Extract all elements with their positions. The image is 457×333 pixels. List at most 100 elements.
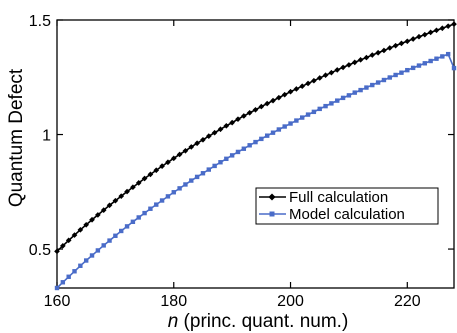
data-point bbox=[293, 86, 300, 92]
data-point bbox=[364, 85, 369, 90]
data-point bbox=[154, 202, 159, 207]
data-point bbox=[410, 36, 416, 42]
data-point bbox=[189, 178, 194, 183]
series-line bbox=[56, 53, 455, 289]
data-point bbox=[299, 83, 306, 90]
data-point bbox=[130, 219, 136, 225]
data-point bbox=[194, 140, 200, 147]
data-point bbox=[100, 207, 107, 213]
data-point bbox=[119, 228, 124, 234]
data-point bbox=[445, 51, 451, 57]
data-point bbox=[65, 237, 72, 244]
data-point bbox=[335, 98, 340, 103]
legend-label-full: Full calculation bbox=[289, 189, 388, 206]
data-point bbox=[147, 171, 154, 178]
legend-marker-model bbox=[269, 211, 275, 217]
data-point bbox=[316, 75, 323, 81]
data-point bbox=[393, 72, 398, 78]
data-point bbox=[398, 40, 405, 47]
data-point bbox=[322, 72, 329, 79]
data-point bbox=[212, 163, 217, 169]
data-point bbox=[351, 59, 358, 66]
data-point bbox=[281, 91, 288, 98]
data-point bbox=[392, 42, 399, 49]
data-point bbox=[200, 171, 206, 176]
data-point bbox=[329, 101, 334, 106]
data-point bbox=[386, 45, 393, 51]
data-point bbox=[259, 136, 264, 142]
legend: Full calculation Model calculation bbox=[255, 187, 439, 225]
data-point bbox=[194, 174, 200, 180]
data-point bbox=[421, 31, 428, 38]
data-point bbox=[410, 65, 416, 71]
data-point bbox=[405, 67, 410, 73]
data-point bbox=[276, 127, 282, 132]
data-point bbox=[264, 100, 271, 107]
data-point bbox=[282, 124, 287, 129]
data-point bbox=[276, 94, 282, 101]
data-point bbox=[399, 70, 404, 75]
data-point bbox=[440, 54, 445, 59]
data-point bbox=[223, 122, 230, 129]
data-point bbox=[451, 21, 457, 27]
legend-box bbox=[255, 187, 439, 225]
data-point bbox=[294, 118, 299, 123]
data-point bbox=[311, 109, 317, 115]
data-point bbox=[370, 82, 375, 88]
data-point bbox=[60, 280, 66, 285]
data-point bbox=[311, 77, 317, 84]
data-point bbox=[165, 194, 171, 199]
data-point bbox=[235, 116, 241, 123]
data-point bbox=[247, 143, 252, 148]
data-point bbox=[141, 175, 148, 182]
data-point bbox=[89, 253, 95, 258]
data-point bbox=[240, 113, 247, 119]
y-tick-label: 1.5 bbox=[29, 13, 51, 30]
data-point bbox=[72, 269, 77, 274]
series-1 bbox=[54, 51, 457, 291]
data-point bbox=[451, 65, 457, 71]
x-axis-title: n (princ. quant. num.) bbox=[168, 311, 349, 332]
data-point bbox=[346, 62, 352, 68]
data-point bbox=[118, 193, 125, 199]
data-point bbox=[124, 224, 130, 229]
data-point bbox=[305, 80, 311, 87]
data-point bbox=[95, 212, 101, 218]
y-tick-label: 1 bbox=[42, 128, 51, 145]
legend-label-model: Model calculation bbox=[289, 206, 405, 223]
data-point bbox=[264, 133, 270, 138]
data-point bbox=[375, 80, 381, 85]
x-tick-label: 160 bbox=[44, 293, 71, 310]
data-point bbox=[287, 88, 294, 95]
data-point bbox=[217, 126, 224, 133]
data-point bbox=[153, 167, 160, 174]
data-point bbox=[363, 54, 370, 61]
data-point bbox=[381, 77, 387, 83]
y-tick-label: 0.5 bbox=[29, 242, 51, 259]
data-point bbox=[253, 139, 258, 145]
data-point bbox=[246, 109, 253, 116]
data-point bbox=[183, 182, 188, 187]
data-point bbox=[177, 186, 182, 191]
data-point bbox=[77, 226, 84, 233]
data-point bbox=[252, 106, 259, 113]
data-point bbox=[159, 198, 165, 203]
data-point bbox=[340, 95, 346, 101]
axis-tick-labels: 160 180 200 220 0.5 1 1.5 bbox=[29, 13, 421, 310]
data-point bbox=[340, 64, 346, 71]
data-point bbox=[136, 215, 141, 220]
data-point bbox=[112, 197, 119, 204]
data-point bbox=[387, 75, 392, 80]
data-point bbox=[434, 56, 439, 61]
data-point bbox=[229, 119, 235, 126]
data-point bbox=[352, 90, 357, 95]
data-point bbox=[211, 129, 218, 136]
data-point bbox=[433, 27, 440, 34]
data-point bbox=[404, 38, 411, 45]
data-point bbox=[375, 49, 381, 56]
legend-marker-full bbox=[268, 193, 276, 201]
data-point bbox=[113, 233, 118, 238]
data-point bbox=[369, 52, 376, 58]
data-point bbox=[124, 188, 130, 195]
